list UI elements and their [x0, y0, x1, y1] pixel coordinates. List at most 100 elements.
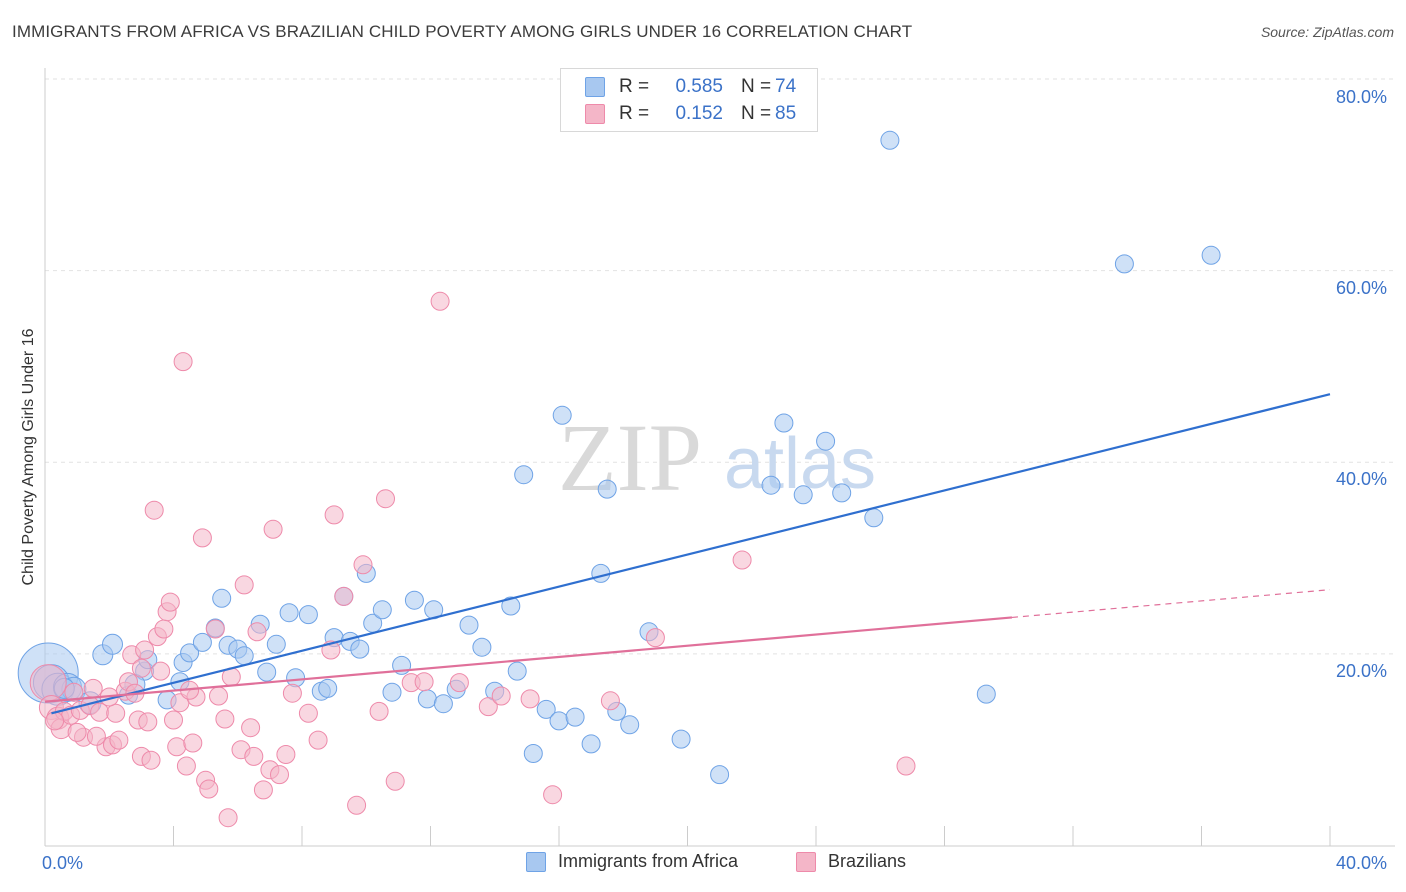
bottom-legend-label-africa: Immigrants from Africa	[558, 851, 739, 871]
data-point	[257, 662, 277, 682]
data-point	[382, 682, 402, 702]
data-point	[581, 734, 601, 754]
trend-lines	[44, 393, 1331, 715]
data-point	[414, 672, 434, 692]
data-point	[241, 718, 261, 738]
legend-n-label: N =	[741, 76, 772, 97]
data-point	[536, 699, 556, 719]
data-point	[376, 489, 395, 509]
data-point	[385, 771, 405, 791]
data-point	[45, 711, 65, 731]
legend-row-brazilians: R = 0.152 N = 85	[585, 102, 796, 126]
data-point	[282, 683, 302, 703]
data-point	[244, 746, 264, 766]
data-point	[549, 711, 569, 731]
bottom-legend-swatch-africa	[526, 851, 546, 872]
trend-line-immigrants-from-africa	[51, 393, 1331, 715]
data-point	[620, 715, 640, 735]
data-point	[816, 431, 836, 451]
data-point	[173, 352, 193, 372]
series-brazilians	[29, 291, 916, 828]
data-point	[298, 605, 318, 625]
chart-source: Source: ZipAtlas.com	[1260, 24, 1394, 40]
data-point	[774, 413, 794, 433]
data-point	[29, 664, 67, 702]
data-point	[247, 622, 267, 642]
bottom-legend-brazilians[interactable]: Brazilians	[796, 851, 906, 872]
y-axis-title: Child Poverty Among Girls Under 16	[20, 328, 37, 586]
data-point	[154, 619, 174, 639]
y-tick-label-80: 80.0%	[1336, 87, 1388, 107]
data-point	[449, 673, 469, 693]
data-point	[523, 744, 543, 763]
data-point	[176, 756, 196, 776]
data-point	[507, 661, 527, 681]
bottom-legend-africa[interactable]: Immigrants from Africa	[526, 851, 738, 872]
data-point	[864, 508, 884, 528]
data-point	[192, 528, 212, 548]
data-point	[270, 765, 289, 785]
data-point	[192, 632, 212, 652]
data-point	[832, 483, 852, 503]
data-point	[710, 765, 730, 785]
data-point	[501, 596, 521, 616]
trend-line-brazilians	[44, 616, 1013, 703]
data-point	[83, 678, 103, 698]
data-point	[90, 702, 110, 722]
data-point	[234, 646, 254, 666]
y-tick-label-60: 60.0%	[1336, 278, 1388, 298]
watermark-zip: ZIP	[558, 404, 702, 511]
data-point	[976, 684, 996, 704]
data-point	[167, 737, 187, 757]
data-point	[138, 712, 158, 732]
data-point	[459, 615, 479, 635]
data-point	[135, 640, 155, 660]
data-point	[131, 658, 151, 678]
data-point	[67, 722, 87, 742]
data-point	[109, 730, 129, 750]
data-point	[164, 710, 183, 730]
data-point	[430, 291, 450, 311]
data-point	[645, 628, 665, 648]
data-point	[552, 405, 572, 425]
data-point	[372, 600, 392, 620]
data-point	[308, 730, 328, 750]
data-point	[404, 590, 424, 610]
data-point	[199, 779, 219, 799]
data-point	[472, 637, 492, 657]
data-point	[64, 682, 84, 702]
bottom-legend-label-brazilians: Brazilians	[828, 851, 907, 871]
data-point	[212, 588, 232, 608]
data-point	[253, 780, 273, 800]
trend-line-brazilians-extension	[1011, 589, 1331, 619]
data-point	[102, 633, 123, 655]
legend-r-label: R =	[619, 76, 650, 97]
data-point	[106, 703, 126, 723]
legend-n-value: 74	[775, 76, 797, 97]
data-point	[1201, 245, 1221, 265]
data-point	[793, 485, 813, 505]
legend-r-value: 0.152	[675, 103, 723, 124]
data-point	[671, 729, 691, 749]
y-tick-label-20: 20.0%	[1336, 661, 1388, 681]
data-point	[215, 709, 235, 729]
data-point	[591, 563, 611, 583]
legend-r-value: 0.585	[675, 76, 723, 97]
data-point	[298, 703, 318, 723]
data-point	[761, 475, 781, 495]
data-point	[417, 689, 437, 709]
data-point	[880, 130, 900, 150]
data-point	[1114, 254, 1134, 274]
y-tick-label-40: 40.0%	[1336, 469, 1388, 489]
data-point	[209, 686, 228, 706]
data-point	[334, 586, 354, 606]
data-point	[491, 686, 511, 706]
data-point	[732, 550, 752, 570]
data-point	[478, 697, 498, 717]
data-point	[350, 639, 370, 659]
data-point	[433, 694, 453, 714]
data-point	[514, 465, 534, 485]
legend-swatch-africa	[585, 77, 605, 97]
data-point	[218, 808, 238, 828]
